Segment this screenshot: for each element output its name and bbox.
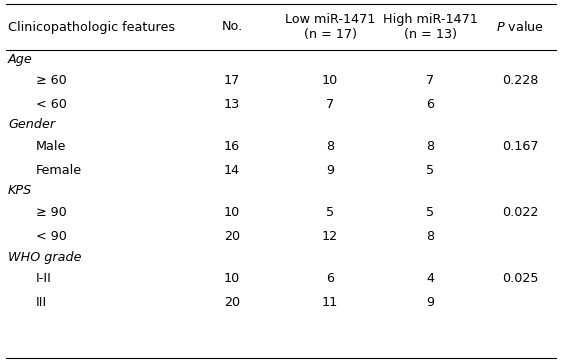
Text: 17: 17 xyxy=(224,75,240,88)
Text: 10: 10 xyxy=(224,273,240,286)
Text: Age: Age xyxy=(8,52,33,66)
Text: ≥ 60: ≥ 60 xyxy=(36,75,67,88)
Text: 7: 7 xyxy=(326,98,334,111)
Text: 4: 4 xyxy=(426,273,434,286)
Text: 5: 5 xyxy=(426,206,434,219)
Text: 20: 20 xyxy=(224,231,240,244)
Text: No.: No. xyxy=(221,21,243,34)
Text: 11: 11 xyxy=(322,296,338,310)
Text: Male: Male xyxy=(36,140,66,153)
Text: 13: 13 xyxy=(224,98,240,111)
Text: Gender: Gender xyxy=(8,118,55,131)
Text: < 60: < 60 xyxy=(36,98,67,111)
Text: 16: 16 xyxy=(224,140,240,153)
Text: 0.167: 0.167 xyxy=(502,140,538,153)
Text: 10: 10 xyxy=(224,206,240,219)
Text: 8: 8 xyxy=(426,231,434,244)
Text: 8: 8 xyxy=(426,140,434,153)
Text: 6: 6 xyxy=(426,98,434,111)
Text: 5: 5 xyxy=(326,206,334,219)
Text: 14: 14 xyxy=(224,164,240,177)
Text: Clinicopathologic features: Clinicopathologic features xyxy=(8,21,175,34)
Text: $\it{P}$ value: $\it{P}$ value xyxy=(496,20,544,34)
Text: 0.025: 0.025 xyxy=(502,273,538,286)
Text: < 90: < 90 xyxy=(36,231,67,244)
Text: 20: 20 xyxy=(224,296,240,310)
Text: ≥ 90: ≥ 90 xyxy=(36,206,67,219)
Text: 12: 12 xyxy=(322,231,338,244)
Text: WHO grade: WHO grade xyxy=(8,251,81,264)
Text: 9: 9 xyxy=(326,164,334,177)
Text: 0.022: 0.022 xyxy=(502,206,538,219)
Text: Female: Female xyxy=(36,164,82,177)
Text: KPS: KPS xyxy=(8,185,32,198)
Text: III: III xyxy=(36,296,47,310)
Text: 5: 5 xyxy=(426,164,434,177)
Text: 8: 8 xyxy=(326,140,334,153)
Text: 9: 9 xyxy=(426,296,434,310)
Text: 7: 7 xyxy=(426,75,434,88)
Text: 10: 10 xyxy=(322,75,338,88)
Text: I-II: I-II xyxy=(36,273,52,286)
Text: 6: 6 xyxy=(326,273,334,286)
Text: Low miR-1471
(n = 17): Low miR-1471 (n = 17) xyxy=(285,13,375,41)
Text: High miR-1471
(n = 13): High miR-1471 (n = 13) xyxy=(383,13,478,41)
Text: 0.228: 0.228 xyxy=(502,75,538,88)
